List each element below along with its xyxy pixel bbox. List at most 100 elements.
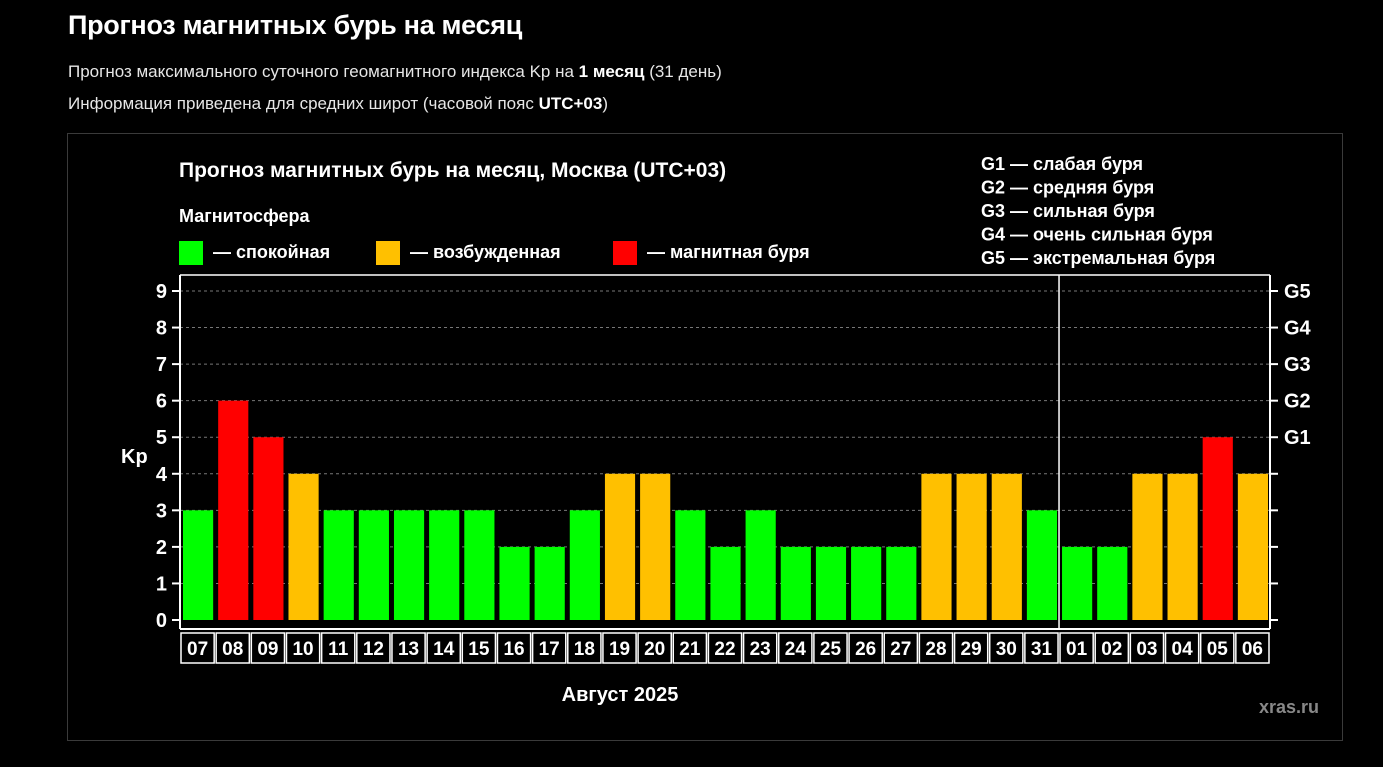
y-tick-label: 4 bbox=[156, 464, 168, 486]
bar bbox=[956, 473, 987, 620]
storm-scale-list: G1 — слабая буря G2 — средняя буря G3 — си… bbox=[981, 154, 1215, 268]
bar bbox=[886, 546, 917, 620]
info-timezone: UTC+03 bbox=[538, 94, 603, 113]
bar bbox=[780, 546, 811, 620]
x-tick-label: 02 bbox=[1101, 639, 1122, 660]
bar bbox=[1132, 473, 1163, 620]
x-tick-label: 23 bbox=[750, 639, 771, 660]
x-tick-label: 25 bbox=[820, 639, 842, 660]
bar bbox=[288, 473, 319, 620]
y-axis-label: Kp bbox=[121, 446, 148, 468]
x-tick-box bbox=[567, 632, 602, 664]
x-tick-box bbox=[250, 632, 286, 664]
x-tick-box bbox=[180, 632, 215, 664]
x-tick-label: 15 bbox=[468, 639, 490, 660]
x-tick-label: 14 bbox=[433, 639, 455, 660]
x-tick-box bbox=[988, 632, 1024, 664]
y-tick-label: 9 bbox=[156, 281, 167, 303]
x-tick-box bbox=[1094, 632, 1130, 664]
x-tick-box bbox=[496, 632, 532, 664]
storm-scale-item: G4 — очень сильная буря bbox=[981, 225, 1213, 245]
bar bbox=[640, 473, 671, 620]
storm-scale-item: G3 — сильная буря bbox=[981, 201, 1155, 221]
x-tick-box bbox=[531, 632, 567, 664]
bar bbox=[323, 510, 354, 620]
x-tick-box bbox=[1024, 632, 1059, 664]
x-tick-label: 12 bbox=[363, 639, 384, 660]
y-tick-label: 8 bbox=[156, 318, 167, 340]
x-tick-box bbox=[320, 632, 356, 664]
x-tick-label: 10 bbox=[292, 639, 313, 660]
watermark: xras.ru bbox=[1259, 697, 1319, 717]
x-tick-label: 17 bbox=[539, 639, 560, 660]
x-tick-label: 26 bbox=[855, 639, 876, 660]
g-scale-label: G2 bbox=[1284, 391, 1311, 413]
x-tick-box bbox=[883, 632, 919, 664]
legend-label: — возбужденная bbox=[410, 242, 561, 262]
x-tick-label: 03 bbox=[1136, 639, 1157, 660]
x-tick-box bbox=[1129, 632, 1165, 664]
x-tick-label: 16 bbox=[503, 639, 524, 660]
x-tick-label: 07 bbox=[187, 639, 208, 660]
bar bbox=[1202, 437, 1233, 620]
g-scale-tick-labels: G1 G2 G3 G4 G5 bbox=[1270, 281, 1312, 621]
bar bbox=[851, 546, 882, 620]
x-tick-label: 09 bbox=[257, 639, 278, 660]
g-scale-label: G4 bbox=[1284, 318, 1312, 340]
kp-forecast-chart: Прогноз магнитных бурь на месяц, Москва … bbox=[121, 154, 1319, 717]
x-tick-label: 13 bbox=[398, 639, 419, 660]
x-tick-box bbox=[391, 632, 426, 664]
x-tick-box bbox=[813, 632, 848, 664]
bar bbox=[429, 510, 460, 620]
x-tick-label: 29 bbox=[961, 639, 982, 660]
bar bbox=[745, 510, 776, 620]
legend-swatch bbox=[179, 241, 203, 265]
x-tick-label: 18 bbox=[574, 639, 595, 660]
x-tick-label: 11 bbox=[328, 639, 349, 660]
x-tick-box bbox=[215, 632, 251, 664]
bar bbox=[1167, 473, 1198, 620]
x-tick-label: 05 bbox=[1207, 639, 1229, 660]
y-tick-label: 2 bbox=[156, 537, 167, 559]
x-tick-label: 27 bbox=[890, 639, 911, 660]
bar bbox=[358, 510, 389, 620]
bar bbox=[921, 473, 952, 620]
x-tick-label: 04 bbox=[1172, 639, 1194, 660]
x-tick-label: 06 bbox=[1242, 639, 1263, 660]
y-tick-label: 0 bbox=[156, 610, 167, 632]
bar bbox=[464, 510, 495, 620]
bar bbox=[183, 510, 214, 620]
x-tick-box bbox=[1059, 632, 1094, 664]
y-tick-label: 1 bbox=[156, 573, 167, 595]
page-title: Прогноз магнитных бурь на месяц bbox=[68, 10, 522, 40]
x-tick-labels: 07 08 09 10 11 12 13 14 15 16 17 18 19 20 21 22 23 24 25 26… bbox=[180, 632, 1270, 664]
timezone-info: Информация приведена для средних широт (… bbox=[68, 94, 608, 114]
bar bbox=[991, 473, 1022, 620]
x-tick-box bbox=[848, 632, 883, 664]
forecast-description: Прогноз максимального суточного геомагни… bbox=[68, 62, 722, 82]
x-tick-box bbox=[426, 632, 462, 664]
description-period: 1 месяц bbox=[578, 62, 645, 81]
bar bbox=[1062, 546, 1093, 620]
legend-swatch bbox=[613, 241, 637, 265]
storm-scale-item: G5 — экстремальная буря bbox=[981, 248, 1215, 268]
bar bbox=[675, 510, 706, 620]
x-tick-box bbox=[461, 632, 497, 664]
x-tick-label: 31 bbox=[1031, 639, 1053, 660]
y-tick-label: 6 bbox=[156, 391, 167, 413]
bar bbox=[1026, 510, 1058, 620]
info-close: ) bbox=[602, 94, 609, 113]
bar bbox=[393, 510, 425, 620]
x-tick-box bbox=[742, 632, 778, 664]
x-tick-box bbox=[285, 632, 321, 664]
y-tick-labels: 0 1 2 3 4 5 6 7 8 9 bbox=[156, 281, 180, 632]
info-text: Информация приведена для средних широт (… bbox=[68, 94, 539, 113]
bar bbox=[218, 400, 249, 620]
y-tick-label: 3 bbox=[156, 500, 167, 522]
x-tick-box bbox=[637, 632, 673, 664]
legend-swatch bbox=[376, 241, 400, 265]
bar bbox=[253, 437, 284, 620]
x-tick-label: 28 bbox=[925, 639, 946, 660]
y-tick-label: 7 bbox=[156, 354, 167, 376]
x-tick-box bbox=[953, 632, 989, 664]
